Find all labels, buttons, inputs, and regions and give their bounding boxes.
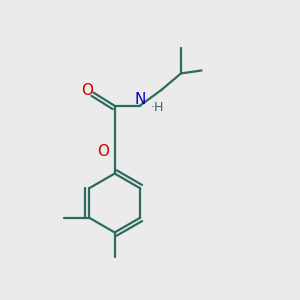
- Text: N: N: [134, 92, 146, 107]
- Text: O: O: [81, 83, 93, 98]
- Text: ·H: ·H: [151, 101, 164, 114]
- Text: O: O: [98, 144, 110, 159]
